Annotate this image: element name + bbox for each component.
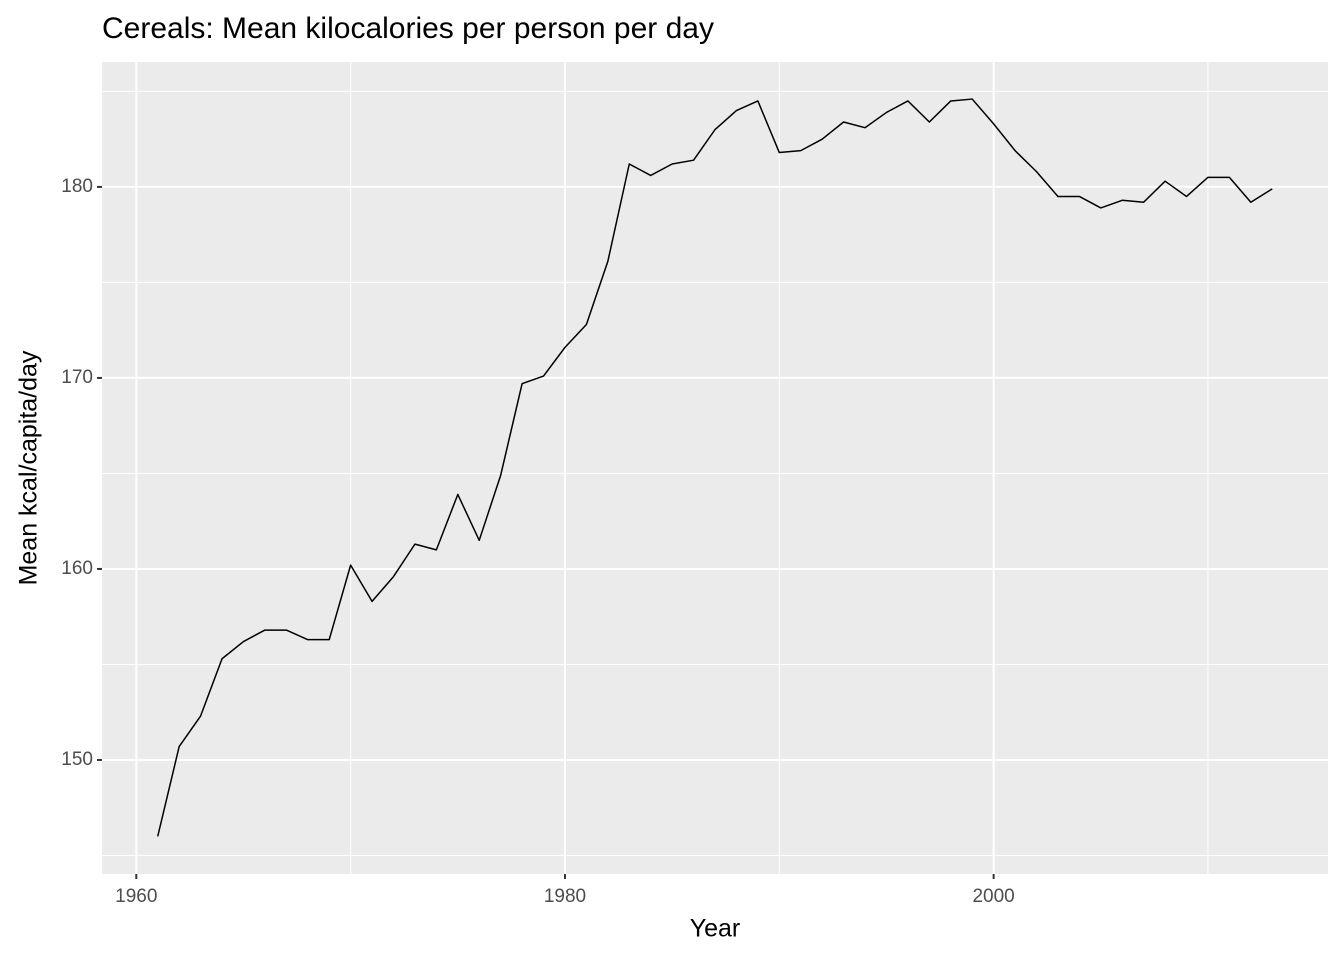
data-line	[157, 98, 1273, 837]
chart-title: Cereals: Mean kilocalories per person pe…	[102, 12, 714, 45]
x-tick-label: 1960	[115, 886, 157, 907]
y-axis-title: Mean kcal/capita/day	[15, 350, 43, 585]
y-tick-label: 150	[61, 749, 93, 770]
y-tick-label: 160	[61, 558, 93, 579]
x-tick-label: 1980	[544, 886, 586, 907]
x-tick-label: 2000	[972, 886, 1014, 907]
x-axis-title: Year	[690, 915, 741, 943]
y-tick-label: 170	[61, 367, 93, 388]
panel	[102, 62, 1328, 874]
y-tick-label: 180	[61, 176, 93, 197]
